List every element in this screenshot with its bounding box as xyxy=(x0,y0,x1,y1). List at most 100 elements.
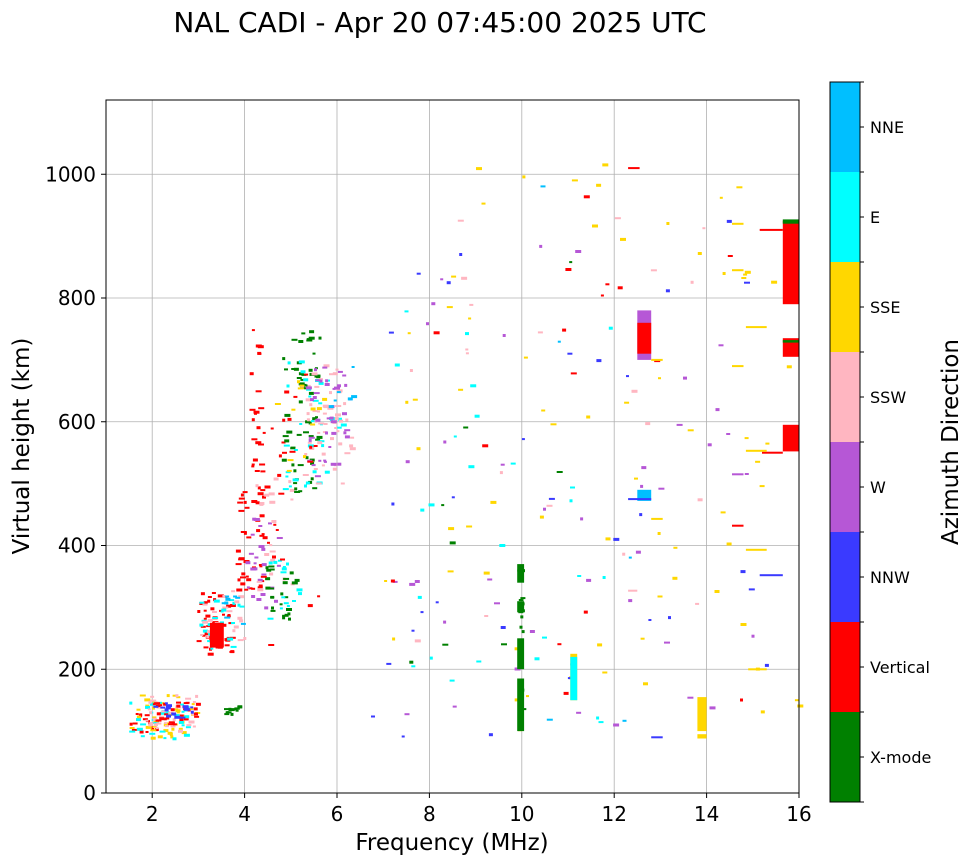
data-point xyxy=(314,368,317,372)
colorbar-segment xyxy=(830,712,860,802)
data-point xyxy=(183,718,189,721)
data-point xyxy=(714,590,720,593)
x-tick-label: 2 xyxy=(146,802,159,826)
data-block xyxy=(782,340,799,343)
data-point xyxy=(145,719,149,722)
data-point xyxy=(448,527,455,531)
data-point xyxy=(185,726,191,729)
data-point xyxy=(270,427,274,430)
data-point xyxy=(170,735,174,739)
data-point xyxy=(404,310,409,313)
data-point xyxy=(286,608,292,611)
data-point xyxy=(501,643,507,646)
data-point xyxy=(541,409,546,412)
data-point xyxy=(526,695,529,698)
data-point xyxy=(224,644,230,647)
data-point xyxy=(529,630,535,633)
data-point xyxy=(327,406,334,410)
data-point xyxy=(268,587,275,590)
data-point xyxy=(392,637,396,641)
data-trace xyxy=(732,365,744,368)
data-point xyxy=(548,497,555,500)
data-point xyxy=(150,699,157,702)
data-point xyxy=(307,604,313,608)
data-point xyxy=(740,570,746,574)
data-point xyxy=(764,663,769,667)
data-point xyxy=(297,380,300,384)
data-point xyxy=(622,552,626,556)
data-point xyxy=(305,456,309,460)
data-point xyxy=(188,708,194,710)
data-point xyxy=(596,183,602,187)
data-point xyxy=(251,465,255,468)
data-point xyxy=(279,607,283,610)
data-point xyxy=(278,492,285,495)
data-point xyxy=(308,368,313,372)
data-point xyxy=(499,471,503,475)
data-point xyxy=(257,578,263,582)
data-point xyxy=(405,400,409,404)
data-point xyxy=(308,395,312,398)
data-point xyxy=(257,492,264,496)
data-point xyxy=(465,348,469,351)
data-point xyxy=(329,391,332,395)
data-point xyxy=(256,426,261,430)
data-point xyxy=(298,372,304,376)
data-point xyxy=(583,195,590,199)
data-point xyxy=(760,710,765,714)
data-point xyxy=(301,332,306,335)
data-point xyxy=(258,584,263,588)
data-point xyxy=(172,718,176,722)
data-point xyxy=(262,536,268,540)
data-point xyxy=(233,625,239,629)
data-point xyxy=(457,219,464,222)
data-point xyxy=(164,717,170,720)
data-point xyxy=(172,737,177,741)
data-point xyxy=(602,671,608,674)
data-point xyxy=(334,386,340,390)
data-point xyxy=(222,595,226,598)
data-point xyxy=(293,449,298,451)
data-point xyxy=(329,373,333,376)
data-point xyxy=(305,481,310,485)
data-point xyxy=(634,477,638,480)
data-point xyxy=(543,507,546,511)
data-point xyxy=(740,623,747,626)
data-point xyxy=(159,701,163,704)
data-point xyxy=(190,710,194,714)
data-point xyxy=(269,544,273,547)
data-point xyxy=(626,375,629,378)
data-point xyxy=(323,423,328,425)
data-point xyxy=(565,268,572,271)
data-point xyxy=(255,441,262,445)
data-point xyxy=(483,571,490,575)
data-point xyxy=(170,708,175,712)
data-point xyxy=(337,462,342,466)
data-point xyxy=(344,429,351,432)
data-point xyxy=(202,620,209,624)
data-point xyxy=(222,623,227,627)
data-point xyxy=(129,730,136,733)
data-point xyxy=(225,595,230,598)
data-point xyxy=(284,368,288,371)
data-point xyxy=(139,694,145,697)
data-point xyxy=(271,606,274,610)
data-point xyxy=(291,581,298,585)
data-point xyxy=(292,600,296,602)
data-block xyxy=(697,734,707,739)
data-point xyxy=(645,422,651,426)
data-trace xyxy=(759,574,783,577)
data-point xyxy=(240,576,246,579)
data-point xyxy=(253,410,260,414)
data-point xyxy=(264,553,270,556)
data-point xyxy=(204,632,210,636)
data-point xyxy=(140,735,145,738)
data-point xyxy=(287,361,291,365)
data-point xyxy=(744,437,749,440)
data-point xyxy=(744,281,750,284)
data-point xyxy=(311,420,316,423)
plot-frame xyxy=(105,99,800,794)
data-point xyxy=(592,224,598,228)
data-point xyxy=(164,722,168,725)
data-point xyxy=(197,610,201,613)
